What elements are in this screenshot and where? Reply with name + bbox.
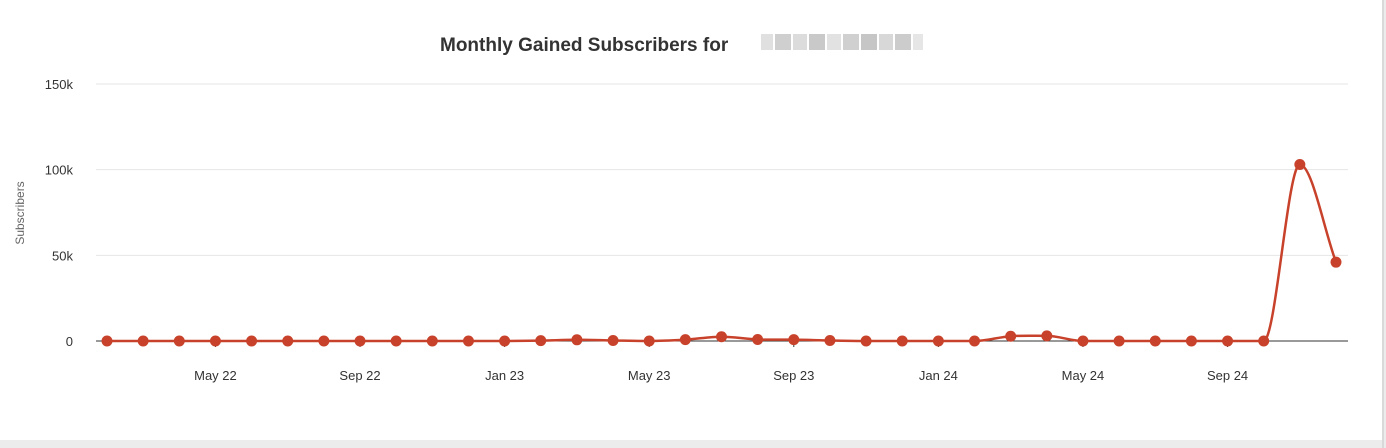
title-redaction — [761, 34, 923, 50]
data-point-2024-02[interactable] — [969, 335, 981, 347]
data-point-2024-08[interactable] — [1185, 335, 1197, 347]
data-point-2024-10[interactable] — [1258, 335, 1270, 347]
data-point-2022-11[interactable] — [426, 335, 438, 347]
data-point-2023-01[interactable] — [499, 335, 511, 347]
data-point-2023-11[interactable] — [860, 335, 872, 347]
data-point-2024-09[interactable] — [1222, 335, 1234, 347]
data-point-2024-06[interactable] — [1113, 335, 1125, 347]
data-point-2022-05[interactable] — [209, 335, 221, 347]
data-point-2023-08[interactable] — [752, 333, 764, 345]
data-point-2024-04[interactable] — [1041, 330, 1053, 342]
x-tick-label: Jan 23 — [485, 368, 524, 383]
x-tick-label: Jan 24 — [919, 368, 958, 383]
data-point-2024-11[interactable] — [1294, 159, 1306, 171]
data-point-2024-07[interactable] — [1149, 335, 1161, 347]
data-point-2023-09[interactable] — [788, 334, 800, 346]
x-tick-label: Sep 24 — [1207, 368, 1248, 383]
data-point-2022-02[interactable] — [101, 335, 113, 347]
gridlines — [96, 83, 1348, 256]
y-axis-ticks: 0 50k 100k 150k — [45, 77, 74, 349]
data-point-2022-07[interactable] — [282, 335, 294, 347]
data-point-2022-06[interactable] — [246, 335, 258, 347]
data-point-2022-12[interactable] — [462, 335, 474, 347]
panel-edge — [1382, 0, 1384, 448]
x-tick-label: May 23 — [628, 368, 671, 383]
data-point-2023-02[interactable] — [535, 335, 547, 347]
data-point-2022-08[interactable] — [318, 335, 330, 347]
chart-title: Monthly Gained Subscribers for — [440, 35, 729, 56]
data-point-2024-03[interactable] — [1005, 330, 1017, 342]
data-point-2024-12[interactable] — [1330, 256, 1342, 268]
x-tick-label: May 24 — [1062, 368, 1105, 383]
data-point-2023-03[interactable] — [571, 334, 583, 346]
x-tick-label: May 22 — [194, 368, 237, 383]
y-tick-label: 0 — [66, 334, 73, 349]
x-tick-label: Sep 23 — [773, 368, 814, 383]
data-point-2023-12[interactable] — [896, 335, 908, 347]
data-point-2024-05[interactable] — [1077, 335, 1089, 347]
data-points — [101, 159, 1342, 347]
series-line — [106, 163, 1338, 343]
x-axis-ticks: May 22 Sep 22 Jan 23 May 23 Sep 23 Jan 24 May … — [194, 341, 1248, 383]
data-point-2022-09[interactable] — [354, 335, 366, 347]
y-tick-label: 150k — [45, 77, 74, 92]
data-point-2023-07[interactable] — [716, 331, 727, 343]
y-tick-label: 100k — [45, 163, 74, 178]
data-point-2023-04[interactable] — [607, 334, 619, 346]
data-point-2022-03[interactable] — [137, 335, 149, 347]
y-tick-label: 50k — [52, 248, 73, 263]
data-point-2023-06[interactable] — [679, 334, 691, 346]
data-point-2023-10[interactable] — [824, 334, 836, 346]
data-point-2023-05[interactable] — [643, 335, 655, 347]
data-point-2022-10[interactable] — [390, 335, 402, 347]
y-axis-label: Subscribers — [13, 181, 27, 244]
data-point-2022-04[interactable] — [173, 335, 185, 347]
data-point-2024-01[interactable] — [932, 335, 944, 347]
x-tick-label: Sep 22 — [339, 368, 380, 383]
